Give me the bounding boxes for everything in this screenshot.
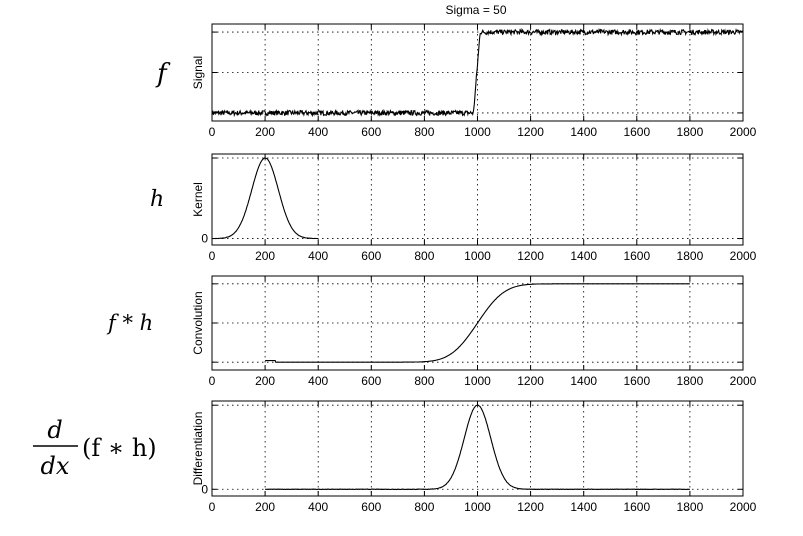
y-axis-label: Differentiation [191, 412, 205, 486]
x-tick-label: 1400 [570, 500, 597, 514]
x-tick-label: 400 [308, 374, 328, 388]
figure-title: Sigma = 50 [445, 3, 506, 17]
x-tick-label: 1200 [517, 374, 544, 388]
x-tick-label: 800 [414, 249, 434, 263]
x-tick-label: 1200 [517, 249, 544, 263]
x-tick-label: 200 [255, 374, 275, 388]
x-tick-label: 600 [361, 249, 381, 263]
panel-kernel: 0 200 400 600 800 1000 1200 1400 1600 1800 2000 0 Ke… [191, 153, 757, 263]
panel-signal: 0 200 400 600 800 1000 1200 1400 1600 1800 2000 Sig… [191, 23, 757, 139]
x-tick-label: 2000 [730, 125, 757, 139]
x-tick-label: 800 [414, 374, 434, 388]
x-tick-label: 200 [255, 249, 275, 263]
x-tick-label: 0 [209, 374, 216, 388]
math-deriv-expression: (f ∗ h) [82, 434, 157, 462]
y-axis-label: Convolution [191, 291, 205, 354]
x-tick-label: 2000 [730, 249, 757, 263]
x-tick-label: 200 [255, 125, 275, 139]
panel-convolution: 0 200 400 600 800 1000 1200 1400 1600 1800 2000 Con… [191, 275, 757, 388]
x-tick-label: 1000 [464, 249, 491, 263]
x-tick-label: 0 [209, 500, 216, 514]
x-tick-label: 1000 [464, 374, 491, 388]
x-tick-label: 2000 [730, 374, 757, 388]
x-tick-label: 1800 [677, 249, 704, 263]
chart-panels: 0 200 400 600 800 1000 1200 1400 1600 1800 2000Sig… [191, 23, 757, 514]
y-axis-label: Signal [191, 56, 205, 89]
y-axis-label: Kernel [191, 182, 205, 217]
x-tick-label: 400 [308, 125, 328, 139]
series-f [211, 27, 744, 118]
x-tick-label: 2000 [730, 500, 757, 514]
x-tick-label: 1200 [517, 125, 544, 139]
x-tick-label: 600 [361, 500, 381, 514]
math-deriv-denominator: dx [41, 452, 70, 480]
x-tick-label: 1400 [570, 249, 597, 263]
series-f*h [265, 283, 690, 363]
x-tick-label: 800 [414, 500, 434, 514]
x-tick-label: 1000 [464, 500, 491, 514]
x-tick-label: 1800 [677, 500, 704, 514]
x-tick-label: 1400 [570, 374, 597, 388]
x-tick-label: 400 [308, 500, 328, 514]
x-tick-label: 600 [361, 374, 381, 388]
x-tick-label: 1600 [623, 249, 650, 263]
x-tick-label: 0 [209, 249, 216, 263]
x-tick-label: 0 [209, 125, 216, 139]
panel-differentiation: 0 200 400 600 800 1000 1200 1400 1600 1800 20000Di… [191, 400, 757, 514]
x-tick-label: 1000 [464, 125, 491, 139]
x-tick-label: 1600 [623, 500, 650, 514]
math-label-f: f [155, 59, 171, 89]
x-tick-label: 200 [255, 500, 275, 514]
math-label-derivative: d dx (f ∗ h) [33, 416, 157, 480]
x-tick-label: 400 [308, 249, 328, 263]
x-tick-label: 600 [361, 125, 381, 139]
x-tick-label: 1600 [623, 125, 650, 139]
y-tick-label: 0 [201, 482, 208, 496]
math-deriv-numerator: d [47, 416, 62, 444]
x-tick-label: 1800 [677, 374, 704, 388]
x-tick-label: 800 [414, 125, 434, 139]
x-tick-label: 1200 [517, 500, 544, 514]
math-label-h: h [150, 187, 164, 212]
x-tick-label: 1400 [570, 125, 597, 139]
y-tick-label: 0 [201, 232, 208, 246]
math-label-fh: f * h [106, 311, 153, 335]
x-tick-label: 1600 [623, 374, 650, 388]
x-tick-label: 1800 [677, 125, 704, 139]
